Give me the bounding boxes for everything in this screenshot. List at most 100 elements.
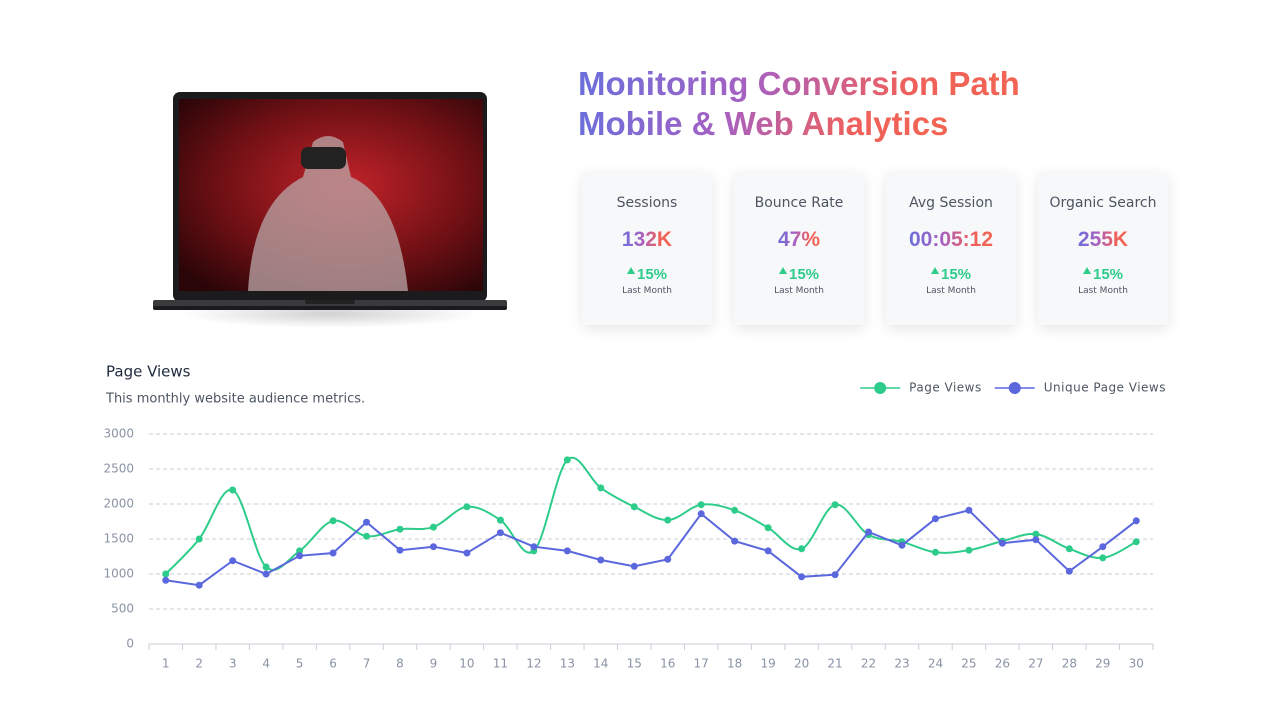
chart-subtitle: This monthly website audience metrics.: [105, 392, 365, 407]
title-line: Monitoring Conversion Path: [578, 65, 1020, 102]
kpi-period: Last Month: [926, 286, 976, 296]
kpi-card: Organic Search 255K 15% Last Month: [1038, 172, 1168, 325]
y-tick-label: 2000: [103, 497, 134, 511]
data-point: [1099, 554, 1107, 562]
x-tick-label: 23: [894, 657, 909, 671]
data-point: [865, 528, 873, 536]
kpi-label: Bounce Rate: [754, 195, 844, 211]
data-point: [396, 546, 404, 554]
data-point: [329, 517, 337, 525]
x-tick-label: 6: [329, 657, 337, 671]
y-tick-label: 1000: [103, 567, 134, 581]
kpi-change-value: 15%: [1092, 266, 1124, 283]
data-point: [296, 552, 304, 560]
x-tick-label: 27: [1028, 657, 1043, 671]
x-tick-label: 3: [229, 657, 237, 671]
x-tick-label: 16: [660, 657, 675, 671]
kpi-change-value: 15%: [636, 266, 668, 283]
legend-marker: [874, 382, 887, 394]
kpi-value: 47%: [777, 228, 821, 251]
title-line: Mobile & Web Analytics: [578, 105, 949, 142]
kpi-change-value: 15%: [940, 266, 972, 283]
data-point: [697, 510, 705, 518]
x-tick-label: 20: [794, 657, 809, 671]
data-point: [363, 532, 371, 540]
x-tick-label: 19: [760, 657, 775, 671]
kpi-change: 15%: [1038, 266, 1168, 283]
kpi-change-value: 15%: [788, 266, 820, 283]
data-point: [296, 547, 304, 555]
up-arrow-icon: [930, 267, 939, 274]
data-point: [965, 546, 973, 554]
legend-label: Page Views: [909, 381, 982, 395]
kpi-card: Sessions 132K 15% Last Month: [582, 172, 712, 325]
y-tick-label: 500: [111, 602, 134, 616]
data-point: [998, 539, 1006, 547]
data-point: [1132, 517, 1140, 525]
kpi-value-wrap: 00:05:12: [886, 211, 1016, 252]
data-point: [195, 581, 203, 589]
x-tick-label: 29: [1095, 657, 1110, 671]
kpi-change: 15%: [886, 266, 1016, 283]
x-tick-label: 7: [363, 657, 371, 671]
x-tick-label: 15: [627, 657, 642, 671]
data-point: [429, 543, 437, 551]
data-point: [162, 570, 170, 578]
x-tick-label: 22: [861, 657, 876, 671]
x-tick-label: 12: [526, 657, 541, 671]
data-point: [1032, 530, 1040, 538]
x-tick-label: 14: [593, 657, 608, 671]
kpi-period: Last Month: [1078, 286, 1128, 296]
data-point: [363, 518, 371, 526]
data-point: [262, 563, 270, 571]
data-point: [597, 484, 605, 492]
data-point: [195, 535, 203, 543]
data-point: [798, 573, 806, 581]
kpi-change: 15%: [582, 266, 712, 283]
data-point: [731, 506, 739, 514]
kpi-card: Avg Session 00:05:12 15% Last Month: [886, 172, 1016, 325]
x-tick-label: 5: [296, 657, 304, 671]
x-tick-label: 24: [928, 657, 943, 671]
x-tick-label: 10: [459, 657, 474, 671]
title: Monitoring Conversion Path Mobile & Web …: [578, 64, 1098, 144]
x-tick-label: 18: [727, 657, 742, 671]
data-point: [764, 524, 772, 532]
data-point: [630, 562, 638, 570]
data-point: [329, 549, 337, 557]
chart-title: Page Views: [106, 363, 191, 381]
kpi-value: 255K: [1077, 228, 1129, 251]
data-point: [563, 547, 571, 555]
x-tick-label: 11: [493, 657, 508, 671]
x-tick-label: 26: [995, 657, 1010, 671]
kpi-value-wrap: 132K: [582, 211, 712, 252]
x-tick-label: 13: [560, 657, 575, 671]
data-point: [630, 503, 638, 511]
data-point: [1065, 545, 1073, 553]
data-point: [731, 537, 739, 545]
legend-label: Unique Page Views: [1044, 381, 1166, 395]
data-point: [496, 529, 504, 537]
data-point: [898, 541, 906, 549]
x-tick-label: 9: [430, 657, 438, 671]
y-tick-label: 0: [126, 637, 134, 651]
data-point: [1099, 543, 1107, 551]
data-point: [463, 503, 471, 511]
x-tick-label: 28: [1062, 657, 1077, 671]
data-point: [931, 515, 939, 523]
y-tick-label: 1500: [103, 532, 134, 546]
data-point: [1065, 567, 1073, 575]
kpi-period: Last Month: [774, 286, 824, 296]
x-tick-label: 25: [961, 657, 976, 671]
kpi-value-wrap: 47%: [734, 211, 864, 252]
data-point: [229, 486, 237, 494]
laptop-image: [153, 92, 507, 328]
x-tick-label: 1: [162, 657, 170, 671]
data-point: [429, 523, 437, 531]
y-tick-label: 3000: [103, 427, 134, 441]
data-point: [664, 516, 672, 524]
up-arrow-icon: [1082, 267, 1091, 274]
series-line: [165, 456, 1137, 575]
